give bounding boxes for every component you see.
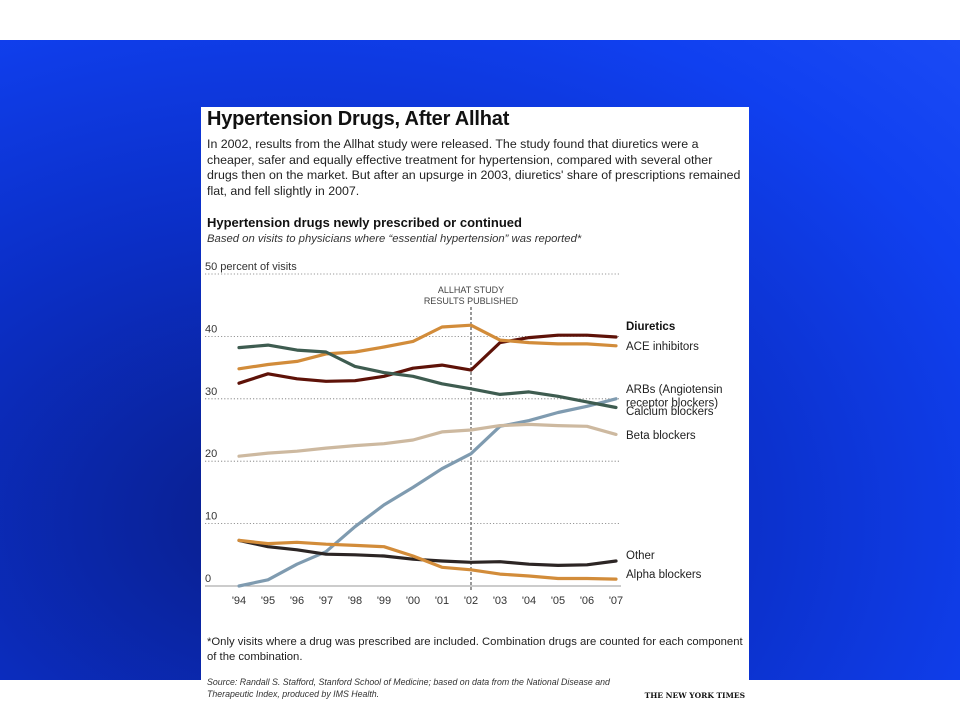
x-tick-label: '07: [609, 595, 623, 607]
series-label: ACE inhibitors: [626, 341, 699, 353]
series-line-diuretics: [237, 333, 618, 385]
y-axis-ticks: 0 10 20 30 40 50 percent of visits: [205, 261, 297, 585]
x-axis-ticks: '94 '95 '96 '97 '98 '99 '00 '01 '02 '03 '04 '05 '06 '…: [232, 595, 623, 607]
series-line-beta-blockers: [237, 422, 618, 458]
x-tick-label: '95: [261, 595, 275, 607]
figure-card: Hypertension Drugs, After Allhat In 2002…: [201, 107, 749, 703]
nyt-logo: THE NEW YORK TIMES: [644, 691, 745, 700]
y-tick-label: 30: [205, 386, 217, 398]
series-label: Other: [626, 550, 655, 562]
y-tick-label: 0: [205, 573, 211, 585]
x-tick-label: '99: [377, 595, 391, 607]
allhat-annotation-text: ALLHAT STUDY: [438, 285, 504, 295]
series-labels: Diuretics ACE inhibitors ARBs (Angiotensin…: [626, 321, 723, 581]
figure-title: Hypertension Drugs, After Allhat: [207, 108, 510, 130]
x-tick-label: '94: [232, 595, 246, 607]
series-line-alpha-blockers: [237, 538, 618, 581]
footnote: *Only visits where a drug was prescribed…: [207, 636, 743, 663]
series-line-calcium-blockers: [237, 343, 618, 410]
x-tick-label: '97: [319, 595, 333, 607]
x-tick-label: '03: [493, 595, 507, 607]
line-chart: 0 10 20 30 40 50 percent of visits ALLHAT STU…: [205, 261, 723, 607]
x-tick-label: '06: [580, 595, 594, 607]
series-lines: [237, 323, 618, 588]
chart-subnote: Based on visits to physicians where “ess…: [207, 233, 582, 245]
chart-subtitle: Hypertension drugs newly prescribed or c…: [207, 215, 522, 230]
series-line-ace-inhibitors: [237, 323, 618, 371]
x-tick-label: '05: [551, 595, 565, 607]
x-tick-label: '01: [435, 595, 449, 607]
series-label: ARBs (Angiotensin receptor blockers): [626, 384, 723, 410]
series-label: Alpha blockers: [626, 569, 702, 581]
grid-lines: [205, 273, 621, 587]
x-tick-label: '00: [406, 595, 420, 607]
allhat-annotation-text: RESULTS PUBLISHED: [424, 296, 519, 306]
y-tick-label: 50 percent of visits: [205, 261, 297, 273]
intro-text: In 2002, results from the Allhat study w…: [207, 137, 741, 198]
series-line-arbs-angiotensin-receptor-blockers: [237, 397, 618, 588]
x-tick-label: '02: [464, 595, 478, 607]
x-tick-label: '98: [348, 595, 362, 607]
y-tick-label: 10: [205, 511, 217, 523]
y-tick-label: 20: [205, 448, 217, 460]
series-label: Calcium blockers: [626, 406, 714, 418]
x-tick-label: '04: [522, 595, 536, 607]
series-label: Beta blockers: [626, 430, 696, 442]
y-tick-label: 40: [205, 323, 217, 335]
series-label: Diuretics: [626, 321, 675, 333]
source-note: Source: Randall S. Stafford, Stanford Sc…: [207, 677, 610, 699]
slide-background: Hypertension Drugs, After Allhat In 2002…: [0, 40, 960, 703]
x-tick-label: '96: [290, 595, 304, 607]
